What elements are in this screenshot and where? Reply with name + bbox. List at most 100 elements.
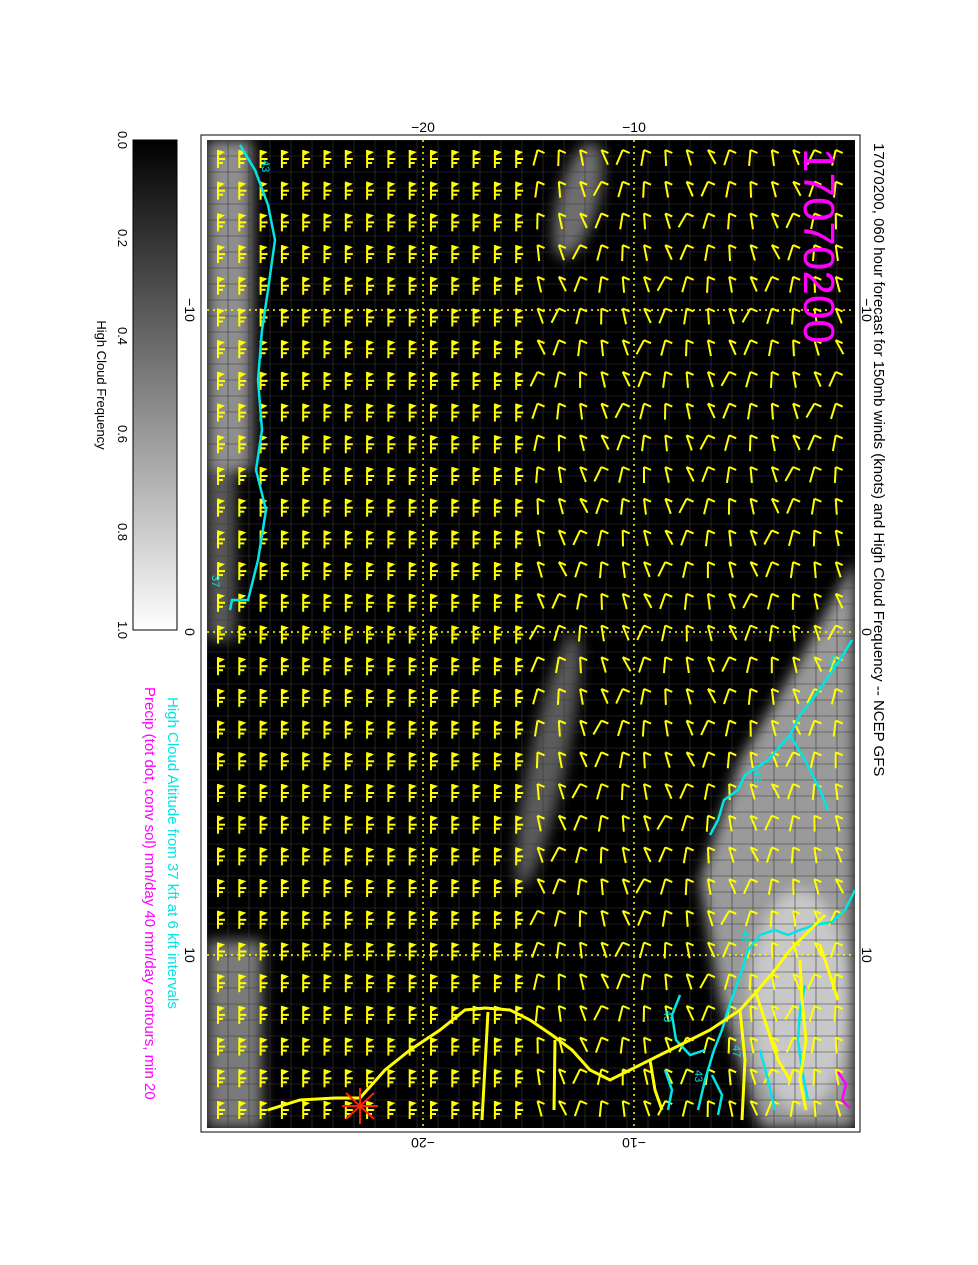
wind-barb bbox=[577, 624, 588, 642]
wind-barb bbox=[638, 941, 652, 959]
wind-barb bbox=[408, 213, 417, 232]
wind-barb bbox=[323, 1037, 332, 1056]
wind-barb bbox=[493, 340, 502, 359]
wind-barb bbox=[806, 973, 822, 990]
wind-barb bbox=[726, 751, 737, 769]
wind-barb bbox=[664, 149, 673, 167]
wind-barb bbox=[238, 657, 247, 676]
wind-barb bbox=[685, 973, 694, 990]
wind-barb bbox=[706, 561, 716, 579]
wind-barb bbox=[579, 687, 588, 705]
wind-barb bbox=[557, 973, 567, 991]
wind-barb bbox=[724, 719, 737, 737]
wind-barb bbox=[323, 276, 332, 295]
wind-barb bbox=[408, 371, 417, 390]
right-label-minus10: −10 bbox=[859, 298, 875, 322]
wind-barb bbox=[664, 402, 673, 420]
wind-barb bbox=[812, 1068, 822, 1086]
wind-barb bbox=[553, 909, 567, 927]
wind-barb bbox=[617, 1004, 631, 1022]
wind-barb bbox=[637, 370, 652, 388]
wind-barb bbox=[451, 530, 460, 549]
wind-barb bbox=[792, 624, 801, 642]
wind-barb bbox=[808, 1004, 822, 1022]
wind-barb bbox=[344, 181, 353, 200]
wind-barb bbox=[408, 1101, 417, 1119]
wind-barb bbox=[593, 466, 609, 482]
wind-barb bbox=[344, 625, 353, 644]
wind-barb bbox=[259, 1101, 268, 1119]
wind-barb bbox=[472, 974, 481, 993]
wind-barb bbox=[323, 657, 332, 676]
wind-barb bbox=[829, 941, 844, 959]
wind-barb bbox=[664, 497, 673, 515]
wind-barb bbox=[834, 212, 844, 230]
wind-barb bbox=[366, 181, 375, 200]
wind-barb bbox=[662, 656, 673, 674]
wind-barb bbox=[749, 275, 758, 292]
axis-labels: −20 −10 −20 −10 −10 0 10 −10 0 10 bbox=[182, 119, 875, 1151]
wind-barb bbox=[554, 370, 567, 388]
wind-barb bbox=[728, 339, 737, 356]
wind-barb bbox=[706, 941, 716, 958]
wind-barb bbox=[643, 814, 652, 832]
wind-barb bbox=[809, 751, 822, 769]
wind-barb bbox=[749, 180, 758, 198]
wind-barb bbox=[302, 910, 311, 929]
wind-barb bbox=[685, 656, 694, 674]
wind-barb bbox=[515, 276, 524, 295]
wind-barb bbox=[451, 562, 460, 581]
wind-barb bbox=[515, 910, 524, 929]
contour-label: 43 bbox=[661, 1010, 673, 1022]
wind-barb bbox=[217, 974, 225, 993]
wind-barb bbox=[659, 592, 673, 610]
wind-barb bbox=[579, 466, 588, 483]
wind-barb bbox=[643, 497, 652, 515]
wind-barb bbox=[493, 181, 502, 200]
wind-barb bbox=[238, 815, 247, 834]
wind-barb bbox=[790, 307, 801, 325]
wind-barb bbox=[749, 212, 758, 230]
wind-barb bbox=[643, 846, 652, 863]
wind-barb bbox=[706, 909, 716, 927]
wind-barb bbox=[621, 592, 631, 610]
wind-barb bbox=[259, 688, 268, 707]
wind-barb bbox=[280, 1005, 289, 1024]
wind-barb bbox=[765, 561, 780, 578]
colorbar-gradient bbox=[132, 139, 178, 631]
wind-barb bbox=[217, 593, 225, 612]
wind-barb bbox=[259, 1037, 268, 1056]
wind-barb bbox=[557, 1004, 567, 1022]
wind-barb bbox=[550, 846, 567, 862]
wind-barb bbox=[472, 530, 481, 549]
wind-barb bbox=[451, 847, 460, 866]
wind-barb bbox=[408, 974, 417, 993]
wind-barb bbox=[451, 150, 460, 168]
wind-barb bbox=[599, 561, 609, 579]
wind-barb bbox=[728, 529, 737, 547]
wind-barb bbox=[834, 275, 844, 293]
wind-barb bbox=[664, 751, 673, 768]
wind-barb bbox=[238, 467, 247, 485]
wind-barb bbox=[615, 687, 631, 704]
wind-barb bbox=[302, 213, 311, 232]
wind-barb bbox=[344, 562, 353, 581]
wind-barb bbox=[643, 244, 652, 261]
wind-barb bbox=[280, 181, 289, 200]
wind-barb bbox=[515, 340, 524, 359]
wind-barb bbox=[430, 245, 438, 264]
wind-barb bbox=[259, 1069, 268, 1088]
wind-barb bbox=[472, 276, 481, 295]
wind-barb bbox=[664, 1004, 673, 1022]
wind-barb bbox=[217, 213, 225, 232]
wind-barb bbox=[280, 974, 289, 993]
wind-barb bbox=[621, 624, 631, 641]
wind-barb bbox=[344, 1005, 353, 1024]
wind-barb bbox=[430, 562, 438, 581]
wind-barb bbox=[259, 752, 268, 771]
wind-barb bbox=[664, 783, 673, 800]
wind-barb bbox=[742, 592, 758, 609]
wind-barb bbox=[681, 275, 694, 293]
wind-barb bbox=[430, 276, 438, 295]
wind-barb bbox=[663, 941, 673, 959]
